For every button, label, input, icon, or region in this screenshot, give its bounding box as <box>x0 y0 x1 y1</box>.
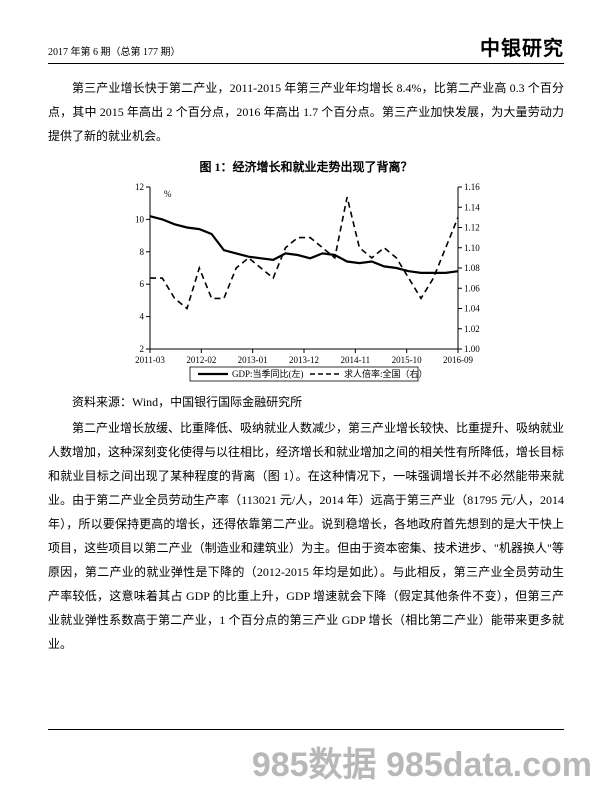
svg-text:1.10: 1.10 <box>464 243 480 253</box>
svg-text:1.16: 1.16 <box>464 182 480 192</box>
brand-label: 中银研究 <box>480 32 564 61</box>
svg-text:%: % <box>164 189 172 199</box>
figure-title: 图 1：经济增长和就业走势出现了背离？ <box>48 158 564 175</box>
svg-text:10: 10 <box>135 214 145 224</box>
svg-text:1.08: 1.08 <box>464 263 480 273</box>
svg-text:1.12: 1.12 <box>464 223 480 233</box>
svg-text:4: 4 <box>140 312 145 322</box>
svg-text:GDP:当季同比(左): GDP:当季同比(左) <box>232 368 304 379</box>
svg-text:2011-03: 2011-03 <box>135 355 165 365</box>
footer-rule <box>48 729 564 730</box>
svg-text:12: 12 <box>135 182 144 192</box>
svg-text:2013-12: 2013-12 <box>289 355 319 365</box>
svg-text:2013-01: 2013-01 <box>238 355 268 365</box>
paragraph-1: 第三产业增长快于第二产业，2011-2015 年第三产业年均增长 8.4%，比第… <box>48 76 564 148</box>
svg-text:1.06: 1.06 <box>464 283 480 293</box>
page-header: 2017 年第 6 期（总第 177 期） 中银研究 <box>48 32 564 64</box>
svg-text:2015-10: 2015-10 <box>392 355 422 365</box>
svg-text:求人倍率:全国（右）: 求人倍率:全国（右） <box>344 368 428 379</box>
svg-text:2016-09: 2016-09 <box>443 355 473 365</box>
figure-source: 资料来源：Wind，中国银行国际金融研究所 <box>48 393 564 410</box>
svg-text:8: 8 <box>140 247 145 257</box>
svg-text:2: 2 <box>140 344 145 354</box>
svg-text:1.00: 1.00 <box>464 344 480 354</box>
issue-label: 2017 年第 6 期（总第 177 期） <box>48 43 181 58</box>
paragraph-2: 第二产业增长放缓、比重降低、吸纳就业人数减少，第三产业增长较快、比重提升、吸纳就… <box>48 416 564 656</box>
svg-text:1.14: 1.14 <box>464 202 480 212</box>
svg-text:2014-11: 2014-11 <box>340 355 370 365</box>
svg-text:1.04: 1.04 <box>464 304 480 314</box>
line-chart: 2 4 6 8 10 12 1.00 1.02 1.04 1.06 1.08 1.10 1.12 1.14… <box>116 179 496 389</box>
svg-text:2012-02: 2012-02 <box>186 355 216 365</box>
watermark: 985数据 985data.com <box>252 737 592 786</box>
svg-text:6: 6 <box>140 279 145 289</box>
svg-text:1.02: 1.02 <box>464 324 480 334</box>
